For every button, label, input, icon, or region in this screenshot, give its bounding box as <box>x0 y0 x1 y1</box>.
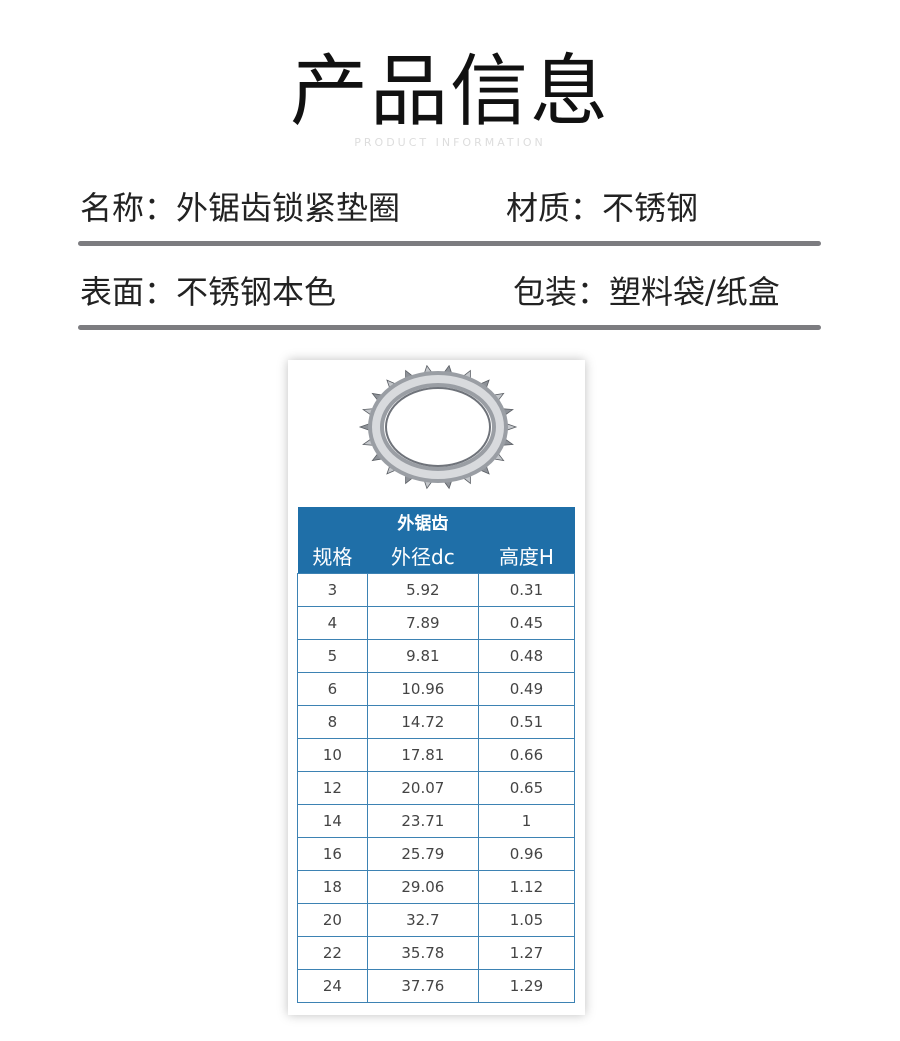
product-packaging: 包装：塑料袋/纸盒 <box>513 273 780 311</box>
table-cell: 0.49 <box>477 672 576 706</box>
table-row: 3 5.92 0.31 <box>297 573 576 607</box>
table-row: 6 10.96 0.49 <box>297 672 576 706</box>
table-cell: 1.29 <box>477 969 576 1003</box>
table-row: 18 29.06 1.12 <box>297 870 576 904</box>
table-cell: 5.92 <box>366 573 479 607</box>
table-cell: 1.12 <box>477 870 576 904</box>
table-cell: 0.66 <box>477 738 576 772</box>
table-cell: 20 <box>297 903 368 937</box>
table-cell: 0.31 <box>477 573 576 607</box>
table-cell: 9.81 <box>366 639 479 673</box>
table-cell: 20.07 <box>366 771 479 805</box>
table-cell: 0.51 <box>477 705 576 739</box>
table-row: 4 7.89 0.45 <box>297 606 576 640</box>
table-row: 22 35.78 1.27 <box>297 936 576 970</box>
column-header: 高度H <box>478 540 575 574</box>
table-cell: 14.72 <box>366 705 479 739</box>
table-row: 12 20.07 0.65 <box>297 771 576 805</box>
divider <box>78 325 821 330</box>
table-cell: 14 <box>297 804 368 838</box>
table-cell: 25.79 <box>366 837 479 871</box>
spec-card: 外锯齿 规格 外径dc 高度H 3 5.92 0.31 4 7.89 0.45 5 9.81 0… <box>288 360 585 1015</box>
washer-image <box>358 365 518 490</box>
table-cell: 37.76 <box>366 969 479 1003</box>
table-cell: 18 <box>297 870 368 904</box>
column-header: 规格 <box>297 540 368 574</box>
table-cell: 1.05 <box>477 903 576 937</box>
table-cell: 29.06 <box>366 870 479 904</box>
table-cell: 7.89 <box>366 606 479 640</box>
table-cell: 10 <box>297 738 368 772</box>
table-cell: 35.78 <box>366 936 479 970</box>
table-cell: 24 <box>297 969 368 1003</box>
table-row: 5 9.81 0.48 <box>297 639 576 673</box>
spec-table: 外锯齿 规格 外径dc 高度H 3 5.92 0.31 4 7.89 0.45 5 9.81 0… <box>297 507 576 1003</box>
page-subtitle: PRODUCT INFORMATION <box>354 136 546 149</box>
table-row: 24 37.76 1.29 <box>297 969 576 1003</box>
table-cell: 10.96 <box>366 672 479 706</box>
table-cell: 23.71 <box>366 804 479 838</box>
table-cell: 22 <box>297 936 368 970</box>
table-row: 14 23.71 1 <box>297 804 576 838</box>
table-cell: 3 <box>297 573 368 607</box>
table-cell: 32.7 <box>366 903 479 937</box>
product-material: 材质：不锈钢 <box>506 189 699 227</box>
table-row: 20 32.7 1.05 <box>297 903 576 937</box>
table-cell: 16 <box>297 837 368 871</box>
table-cell: 1 <box>477 804 576 838</box>
table-cell: 4 <box>297 606 368 640</box>
divider <box>78 241 821 246</box>
product-name: 名称：外锯齿锁紧垫圈 <box>80 189 401 227</box>
table-cell: 17.81 <box>366 738 479 772</box>
table-cell: 0.45 <box>477 606 576 640</box>
table-cell: 1.27 <box>477 936 576 970</box>
group-header: 外锯齿 <box>367 507 479 540</box>
column-header: 外径dc <box>367 540 479 574</box>
table-row: 16 25.79 0.96 <box>297 837 576 871</box>
product-surface: 表面：不锈钢本色 <box>80 273 337 311</box>
table-cell: 8 <box>297 705 368 739</box>
table-row: 10 17.81 0.66 <box>297 738 576 772</box>
table-cell: 12 <box>297 771 368 805</box>
page-title: 产品信息 <box>289 47 610 137</box>
table-cell: 0.48 <box>477 639 576 673</box>
table-cell: 0.65 <box>477 771 576 805</box>
table-cell: 6 <box>297 672 368 706</box>
table-cell: 5 <box>297 639 368 673</box>
table-row: 8 14.72 0.51 <box>297 705 576 739</box>
table-cell: 0.96 <box>477 837 576 871</box>
